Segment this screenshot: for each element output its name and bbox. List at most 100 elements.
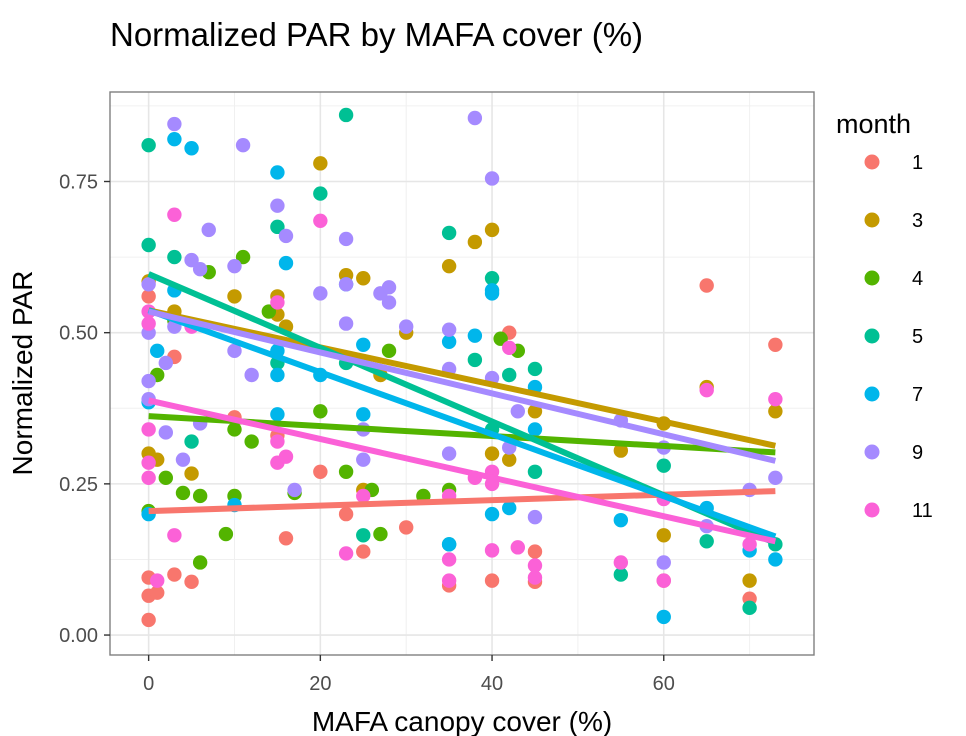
data-point-month-3 xyxy=(313,156,328,171)
data-point-month-3 xyxy=(656,528,671,543)
data-point-month-7 xyxy=(167,131,182,147)
data-point-month-3 xyxy=(484,446,500,461)
data-point-month-9 xyxy=(768,470,783,486)
data-point-month-1 xyxy=(768,337,783,352)
y-tick-label: 0.75 xyxy=(59,171,98,193)
data-point-month-5 xyxy=(742,600,757,616)
legend-key-month-3 xyxy=(864,212,880,228)
x-axis: 0 20 40 60 xyxy=(143,655,675,695)
legend-key-month-9 xyxy=(864,444,880,460)
data-point-month-9 xyxy=(484,171,500,186)
data-point-month-11 xyxy=(613,555,629,570)
data-point-month-9 xyxy=(227,343,242,359)
data-point-month-9 xyxy=(192,261,208,277)
data-point-month-9 xyxy=(510,404,526,419)
data-point-month-3 xyxy=(527,404,543,419)
data-point-month-3 xyxy=(184,466,199,481)
data-point-month-3 xyxy=(467,234,483,250)
data-point-month-11 xyxy=(278,449,294,464)
data-point-month-11 xyxy=(441,573,457,588)
data-point-month-11 xyxy=(141,422,156,437)
data-point-month-4 xyxy=(261,304,277,319)
data-point-month-9 xyxy=(287,482,302,498)
data-point-month-7 xyxy=(467,328,483,343)
legend: month 1 3 4 5 7 9 11 xyxy=(836,109,933,522)
data-point-month-4 xyxy=(192,488,208,504)
plot-panel xyxy=(110,92,814,655)
data-point-month-11 xyxy=(527,570,543,585)
x-axis-title: MAFA canopy cover (%) xyxy=(312,706,612,736)
data-point-month-11 xyxy=(338,546,354,561)
legend-label-month-5: 5 xyxy=(912,326,923,348)
data-point-month-11 xyxy=(141,455,156,470)
data-point-month-9 xyxy=(141,277,156,292)
data-point-month-5 xyxy=(484,271,500,286)
data-point-month-4 xyxy=(381,343,397,359)
legend-label-month-7: 7 xyxy=(912,384,923,406)
data-point-month-4 xyxy=(244,434,259,449)
x-tick-label: 0 xyxy=(143,673,154,695)
data-point-month-1 xyxy=(167,567,182,582)
legend-label-month-3: 3 xyxy=(912,210,923,232)
legend-key-month-4 xyxy=(864,270,880,286)
legend-key-month-7 xyxy=(864,386,880,402)
data-point-month-4 xyxy=(175,485,191,501)
data-point-month-3 xyxy=(484,222,500,238)
data-point-month-9 xyxy=(235,138,251,153)
data-point-month-3 xyxy=(356,271,371,286)
data-point-month-1 xyxy=(150,585,165,600)
x-tick-label: 20 xyxy=(309,673,331,695)
trend-line-month-9 xyxy=(147,308,777,464)
y-tick-label: 0.00 xyxy=(59,625,98,647)
data-point-month-3 xyxy=(502,452,517,467)
data-point-month-9 xyxy=(527,509,543,525)
data-point-month-7 xyxy=(356,337,371,352)
data-point-month-9 xyxy=(227,258,242,274)
trend-lines xyxy=(147,271,777,546)
data-point-month-7 xyxy=(502,500,517,516)
data-point-month-4 xyxy=(158,470,174,486)
y-axis: 0.00 0.25 0.50 0.75 xyxy=(59,171,110,647)
data-point-month-7 xyxy=(527,422,543,437)
data-point-month-11 xyxy=(484,543,500,558)
legend-label-month-9: 9 xyxy=(912,442,923,464)
data-point-month-1 xyxy=(527,544,543,559)
data-point-month-4 xyxy=(493,331,508,346)
data-point-month-11 xyxy=(742,537,757,552)
data-point-month-1 xyxy=(313,464,328,479)
data-point-month-7 xyxy=(270,407,285,422)
data-point-month-11 xyxy=(270,434,285,449)
data-point-month-9 xyxy=(278,228,294,244)
data-point-month-11 xyxy=(510,540,526,555)
legend-title: month xyxy=(836,109,911,139)
data-point-month-9 xyxy=(175,452,191,467)
data-point-month-11 xyxy=(141,316,156,331)
data-point-month-9 xyxy=(441,322,457,337)
data-point-month-9 xyxy=(167,116,182,132)
data-point-month-11 xyxy=(150,573,165,588)
data-point-month-9 xyxy=(184,252,199,268)
data-point-month-9 xyxy=(201,222,216,238)
data-point-month-5 xyxy=(338,107,354,123)
data-point-month-11 xyxy=(502,340,517,355)
data-point-month-3 xyxy=(613,443,629,458)
legend-label-month-11: 11 xyxy=(912,500,933,522)
data-point-month-11 xyxy=(356,488,371,504)
data-point-month-5 xyxy=(613,567,629,582)
data-point-month-5 xyxy=(467,352,483,368)
data-point-month-9 xyxy=(158,355,174,371)
data-point-month-4 xyxy=(313,404,328,419)
data-point-month-7 xyxy=(150,343,165,359)
data-point-month-9 xyxy=(441,446,457,461)
data-point-month-4 xyxy=(373,526,388,542)
trend-line-month-11 xyxy=(147,397,777,545)
data-point-month-7 xyxy=(441,334,457,349)
data-point-month-1 xyxy=(184,574,199,590)
data-point-month-5 xyxy=(441,225,457,241)
data-point-month-7 xyxy=(656,609,671,625)
data-point-month-11 xyxy=(441,552,457,567)
data-point-month-7 xyxy=(484,506,500,522)
data-point-month-3 xyxy=(227,289,242,304)
data-point-month-5 xyxy=(167,249,182,265)
x-tick-label: 60 xyxy=(653,673,675,695)
